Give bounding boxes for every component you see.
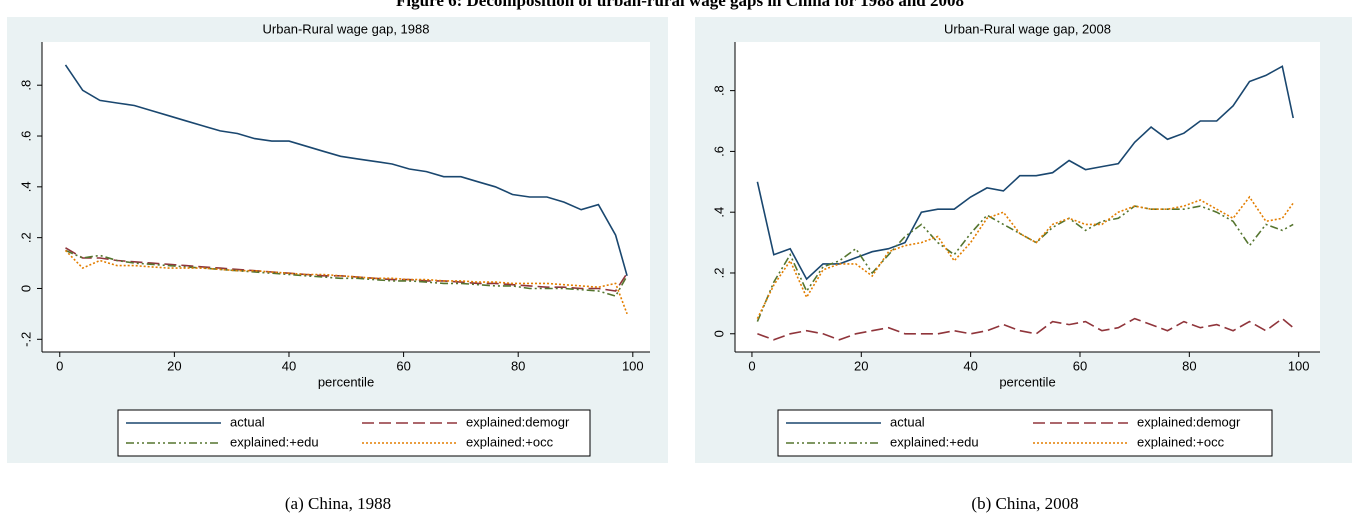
- x-tick-label: 40: [282, 358, 296, 373]
- x-tick-label: 60: [396, 358, 410, 373]
- series-line: [64, 249, 628, 315]
- x-tick-label: 100: [1288, 358, 1310, 373]
- x-tick-label: 80: [511, 358, 525, 373]
- x-tick-label: 80: [1182, 358, 1196, 373]
- y-tick-label: .8: [18, 80, 33, 91]
- legend-label: explained:+occ: [1137, 434, 1225, 449]
- series-line: [756, 195, 1294, 319]
- y-tick-label: .4: [711, 207, 726, 218]
- figure-title: Figure 6: Decomposition of urban-rural w…: [396, 0, 964, 10]
- y-tick-label: .4: [18, 181, 33, 192]
- x-axis-label: percentile: [318, 374, 374, 389]
- x-tick-label: 40: [963, 358, 977, 373]
- legend-label: explained:+edu: [890, 434, 979, 449]
- legend-label: explained:+occ: [466, 434, 554, 449]
- caption: (b) China, 2008: [971, 494, 1078, 513]
- y-tick-label: .6: [18, 131, 33, 142]
- series-line: [64, 64, 628, 277]
- chart-title: Urban-Rural wage gap, 2008: [944, 21, 1111, 36]
- y-tick-label: 0: [711, 330, 726, 337]
- x-tick-label: 0: [56, 358, 63, 373]
- x-tick-label: 20: [167, 358, 181, 373]
- legend-label: actual: [890, 414, 925, 429]
- legend-label: actual: [230, 414, 265, 429]
- legend-box: [117, 409, 591, 457]
- x-tick-label: 60: [1073, 358, 1087, 373]
- series-line: [757, 317, 1294, 341]
- series-line: [756, 205, 1294, 322]
- x-tick-label: 0: [748, 358, 755, 373]
- legend-label: explained:+edu: [230, 434, 319, 449]
- x-tick-label: 100: [622, 358, 644, 373]
- chart-panel: Urban-Rural wage gap, 1988 -.2 0 .2 .4 .6 .8 0 2…: [7, 17, 668, 513]
- caption: (a) China, 1988: [285, 494, 391, 513]
- series-line: [65, 247, 628, 292]
- y-tick-label: .2: [18, 232, 33, 243]
- legend-label: explained:demogr: [1137, 414, 1241, 429]
- plot-area: [42, 42, 650, 352]
- legend-label: explained:demogr: [466, 414, 570, 429]
- plot-area: [735, 42, 1320, 352]
- x-axis-label: percentile: [999, 374, 1055, 389]
- y-tick-label: 0: [18, 285, 33, 292]
- y-tick-label: .8: [711, 85, 726, 96]
- legend-box: [777, 409, 1273, 457]
- y-tick-label: -.2: [18, 332, 33, 347]
- series-line: [756, 65, 1294, 281]
- chart-title: Urban-Rural wage gap, 1988: [263, 21, 430, 36]
- y-tick-label: .2: [711, 268, 726, 279]
- y-tick-label: .6: [711, 146, 726, 157]
- x-tick-label: 20: [854, 358, 868, 373]
- chart-panel: Urban-Rural wage gap, 2008 0 .2 .4 .6 .8 0 20 40…: [695, 17, 1352, 513]
